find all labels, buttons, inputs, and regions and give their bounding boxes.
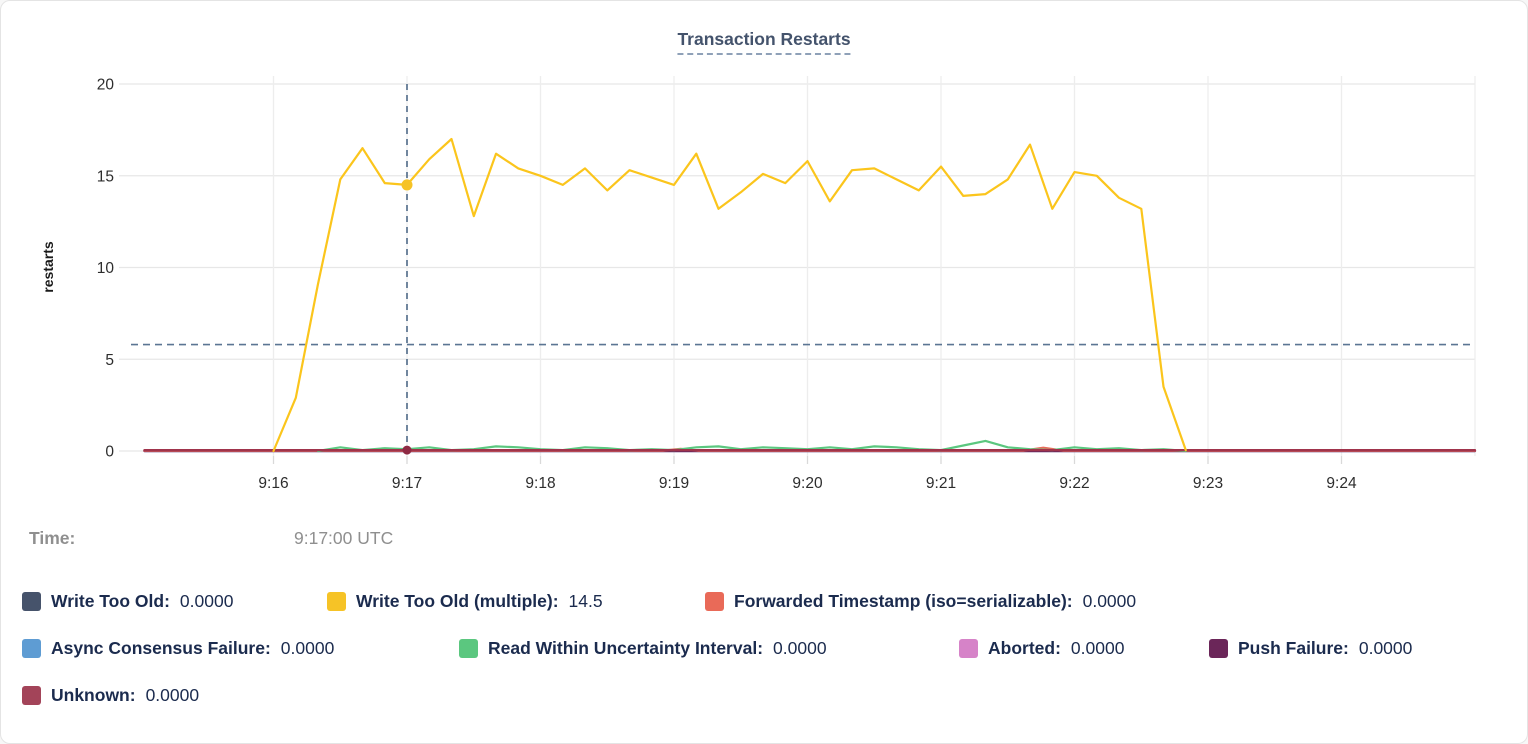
legend-label: Push Failure: bbox=[1238, 637, 1349, 658]
y-tick-label: 20 bbox=[97, 77, 115, 94]
legend-value: 0.0000 bbox=[145, 684, 200, 705]
legend-value: 0.0000 bbox=[773, 637, 827, 658]
legend-swatch bbox=[459, 638, 478, 658]
y-tick-label: 5 bbox=[105, 352, 114, 369]
x-tick-label: 9:22 bbox=[1059, 475, 1089, 492]
legend-value: 0.0000 bbox=[1358, 637, 1413, 658]
legend-value: 0.0000 bbox=[1082, 590, 1137, 611]
hover-time-label: Time: bbox=[29, 528, 76, 548]
y-tick-label: 10 bbox=[97, 260, 115, 277]
legend-item-write-too-old-multiple: Write Too Old (multiple): 14.5 bbox=[327, 590, 603, 612]
legend-swatch bbox=[959, 638, 978, 658]
hover-dot-write-too-old-multiple bbox=[401, 179, 413, 191]
legend-item-write-too-old: Write Too Old: 0.0000 bbox=[22, 590, 233, 612]
legend-swatch bbox=[22, 591, 41, 611]
legend-label: Unknown: bbox=[51, 684, 136, 705]
legend-value: 0.0000 bbox=[1070, 637, 1125, 658]
series-line-write-too-old-multiple bbox=[272, 137, 1187, 453]
legend-item-push-failure: Push Failure: 0.0000 bbox=[1209, 637, 1412, 659]
y-axis-label: restarts bbox=[40, 241, 56, 293]
legend-value: 14.5 bbox=[568, 590, 603, 611]
hover-dot-unknown bbox=[402, 445, 412, 455]
x-tick-label: 9:21 bbox=[926, 475, 956, 492]
legend-swatch bbox=[705, 591, 724, 611]
hover-time-row: Time: 9:17:00 UTC bbox=[1, 528, 1527, 552]
y-tick-label: 15 bbox=[97, 168, 114, 185]
y-tick-label: 0 bbox=[105, 444, 114, 461]
legend-swatch bbox=[327, 591, 346, 611]
x-tick-label: 9:19 bbox=[659, 475, 689, 492]
chart-title[interactable]: Transaction Restarts bbox=[677, 29, 851, 55]
legend-label: Write Too Old: bbox=[51, 590, 170, 611]
legend-item-unknown: Unknown: 0.0000 bbox=[22, 684, 199, 706]
legend-item-aborted: Aborted: 0.0000 bbox=[959, 637, 1124, 659]
x-tick-label: 9:20 bbox=[792, 475, 823, 492]
legend-value: 0.0000 bbox=[280, 637, 335, 658]
x-tick-label: 9:16 bbox=[258, 475, 288, 492]
legend-swatch bbox=[1209, 638, 1228, 658]
hover-time-value: 9:17:00 UTC bbox=[294, 528, 394, 548]
legend-label: Async Consensus Failure: bbox=[51, 637, 271, 658]
legend-swatch bbox=[22, 685, 41, 705]
legend-item-async-consensus-failure: Async Consensus Failure: 0.0000 bbox=[22, 637, 334, 659]
legend-value: 0.0000 bbox=[179, 590, 234, 611]
x-tick-label: 9:17 bbox=[392, 475, 422, 492]
legend-item-forwarded-timestamp-iso-serializable: Forwarded Timestamp (iso=serializable): 0… bbox=[705, 590, 1136, 612]
legend-label: Read Within Uncertainty Interval: bbox=[488, 637, 764, 658]
legend-label: Write Too Old (multiple): bbox=[356, 590, 559, 611]
legend-label: Forwarded Timestamp (iso=serializable): bbox=[734, 590, 1073, 611]
x-tick-label: 9:24 bbox=[1326, 475, 1357, 492]
transaction-restarts-chart[interactable]: 0 5 10 15 20 9:16 9:17 9:18 9:19 9:20 9:21 9:22 9:23… bbox=[1, 1, 1528, 506]
legend-label: Aborted: bbox=[988, 637, 1061, 658]
legend-item-read-within-uncertainty-interval: Read Within Uncertainty Interval: 0.0000 bbox=[459, 637, 827, 659]
x-tick-label: 9:18 bbox=[525, 475, 555, 492]
x-tick-label: 9:23 bbox=[1193, 475, 1223, 492]
legend-swatch bbox=[22, 638, 41, 658]
